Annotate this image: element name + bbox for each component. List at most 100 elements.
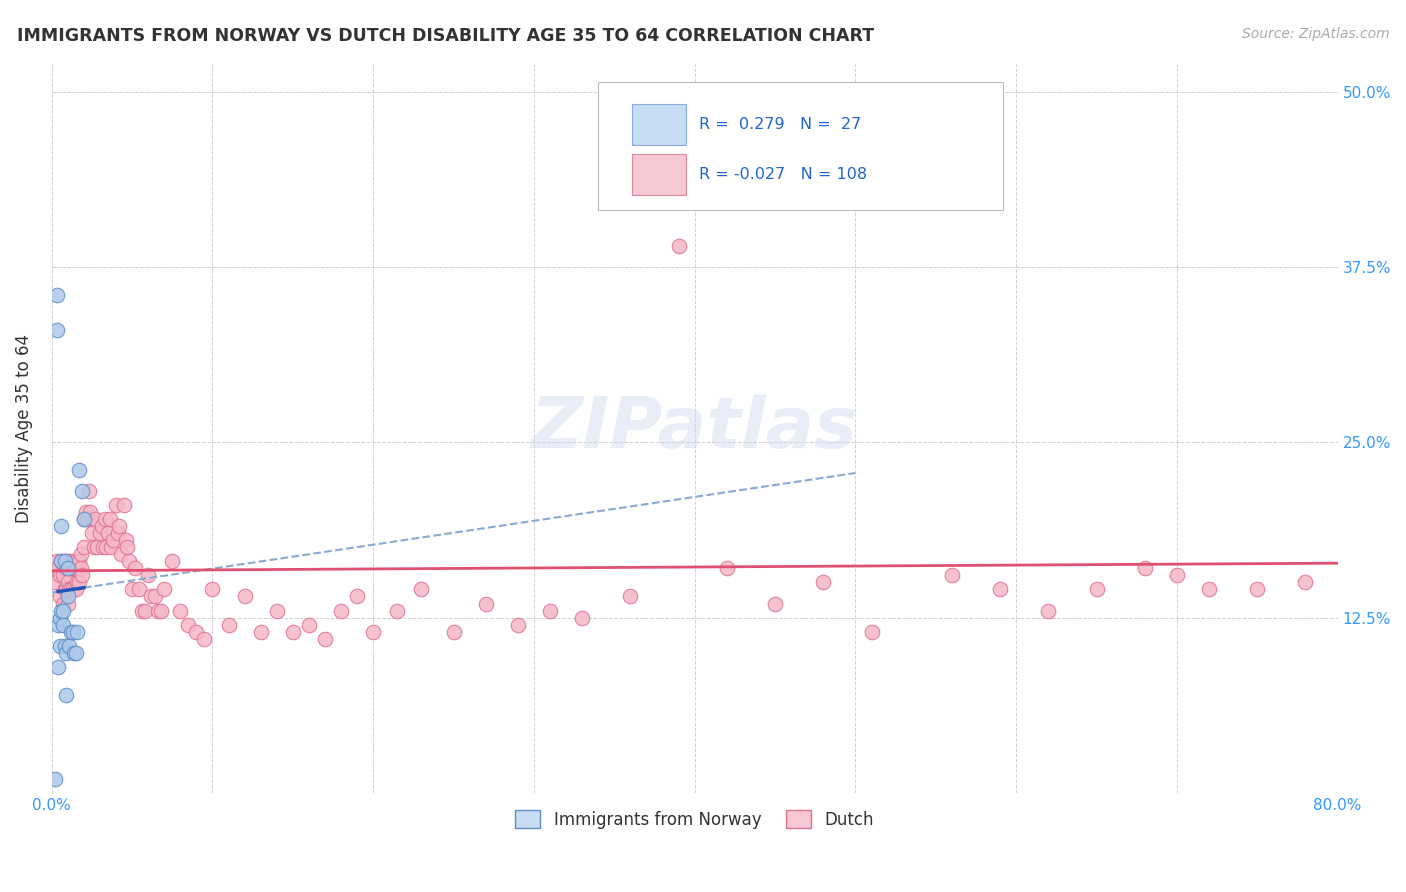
Point bbox=[52, 603, 75, 617]
Point bbox=[107, 526, 129, 541]
Point bbox=[72, 484, 94, 499]
Point bbox=[146, 603, 169, 617]
Point bbox=[1198, 582, 1220, 597]
FancyBboxPatch shape bbox=[631, 154, 686, 195]
Point bbox=[114, 533, 136, 548]
Point bbox=[90, 519, 112, 533]
Point bbox=[1038, 603, 1060, 617]
Point bbox=[56, 575, 79, 590]
Point bbox=[941, 568, 963, 582]
Point bbox=[150, 603, 173, 617]
Text: IMMIGRANTS FROM NORWAY VS DUTCH DISABILITY AGE 35 TO 64 CORRELATION CHART: IMMIGRANTS FROM NORWAY VS DUTCH DISABILI… bbox=[17, 27, 875, 45]
Text: ZIPatlas: ZIPatlas bbox=[531, 394, 859, 463]
Point bbox=[91, 541, 114, 555]
Point bbox=[55, 561, 77, 575]
Point bbox=[72, 568, 94, 582]
Point bbox=[63, 646, 86, 660]
Point bbox=[62, 561, 84, 575]
Point bbox=[79, 505, 101, 519]
Point bbox=[314, 632, 336, 646]
Point bbox=[51, 554, 73, 568]
Point bbox=[249, 624, 271, 639]
Point bbox=[218, 617, 240, 632]
Point bbox=[46, 659, 69, 673]
Point bbox=[56, 597, 79, 611]
Point bbox=[1246, 582, 1268, 597]
Point bbox=[53, 554, 76, 568]
Point bbox=[361, 624, 384, 639]
Point bbox=[89, 526, 111, 541]
Point bbox=[101, 533, 124, 548]
Point bbox=[763, 597, 786, 611]
Text: R =  0.279   N =  27: R = 0.279 N = 27 bbox=[699, 118, 860, 132]
Point bbox=[94, 512, 117, 526]
Point bbox=[62, 624, 84, 639]
Point bbox=[86, 541, 108, 555]
Point bbox=[716, 561, 738, 575]
Point bbox=[55, 646, 77, 660]
Point bbox=[46, 617, 69, 632]
Text: R = -0.027   N = 108: R = -0.027 N = 108 bbox=[699, 167, 866, 182]
Point bbox=[124, 561, 146, 575]
Point bbox=[298, 617, 321, 632]
Point bbox=[69, 561, 91, 575]
Point bbox=[813, 575, 835, 590]
Point bbox=[56, 554, 79, 568]
Point bbox=[58, 639, 80, 653]
Point bbox=[53, 582, 76, 597]
Point bbox=[134, 603, 156, 617]
Point bbox=[46, 561, 69, 575]
Point bbox=[233, 590, 256, 604]
FancyBboxPatch shape bbox=[598, 82, 1004, 210]
Point bbox=[108, 519, 131, 533]
Point bbox=[69, 548, 91, 562]
Point bbox=[571, 610, 593, 624]
Point bbox=[141, 590, 163, 604]
Point bbox=[65, 582, 87, 597]
Point bbox=[100, 541, 122, 555]
Point bbox=[266, 603, 288, 617]
Point bbox=[330, 603, 353, 617]
Point bbox=[67, 554, 90, 568]
Point bbox=[49, 568, 72, 582]
Point bbox=[62, 582, 84, 597]
Point bbox=[136, 568, 159, 582]
Point bbox=[55, 688, 77, 702]
Y-axis label: Disability Age 35 to 64: Disability Age 35 to 64 bbox=[15, 334, 32, 523]
Point bbox=[44, 575, 66, 590]
Point bbox=[1295, 575, 1317, 590]
Point bbox=[60, 624, 83, 639]
Point bbox=[45, 288, 67, 302]
Point bbox=[51, 603, 73, 617]
Point bbox=[73, 541, 96, 555]
Point bbox=[51, 554, 73, 568]
Point bbox=[51, 519, 73, 533]
Point bbox=[105, 499, 128, 513]
Point bbox=[538, 603, 561, 617]
Point bbox=[96, 541, 118, 555]
Point bbox=[506, 617, 529, 632]
Point bbox=[80, 526, 103, 541]
Point bbox=[143, 590, 166, 604]
Point bbox=[110, 548, 132, 562]
Point bbox=[193, 632, 215, 646]
Point bbox=[128, 582, 150, 597]
Point bbox=[76, 512, 98, 526]
Point bbox=[201, 582, 224, 597]
Point bbox=[177, 617, 200, 632]
Point bbox=[58, 561, 80, 575]
Point bbox=[45, 323, 67, 337]
Point bbox=[53, 639, 76, 653]
Point bbox=[66, 561, 89, 575]
Point bbox=[117, 541, 139, 555]
Text: Source: ZipAtlas.com: Source: ZipAtlas.com bbox=[1241, 27, 1389, 41]
Point bbox=[153, 582, 176, 597]
Point bbox=[65, 646, 87, 660]
Point bbox=[44, 772, 66, 786]
Point bbox=[84, 512, 107, 526]
Point bbox=[387, 603, 409, 617]
Point bbox=[162, 554, 184, 568]
Legend: Immigrants from Norway, Dutch: Immigrants from Norway, Dutch bbox=[509, 804, 880, 835]
Point bbox=[121, 582, 143, 597]
Point bbox=[60, 582, 83, 597]
